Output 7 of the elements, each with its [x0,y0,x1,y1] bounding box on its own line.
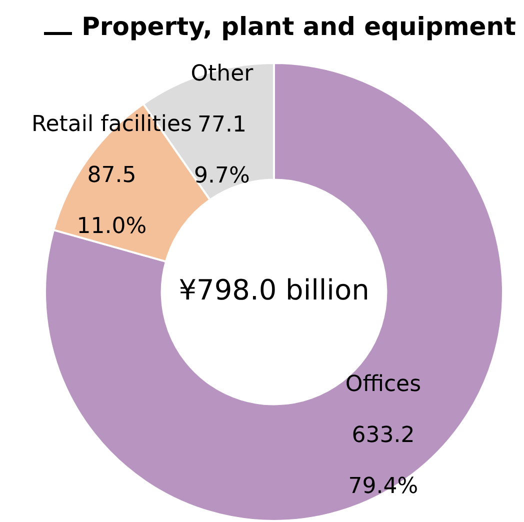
text: ¥798.0 billion [178,273,370,306]
data-label: 77.1 9.7% [194,112,250,189]
chart-title: Property, plant and equipment [82,12,517,41]
slice-label: Retail facilities [31,112,192,138]
slice-label: Offices [345,372,422,397]
data-label: 87.5 11.0% [76,163,147,240]
slice-label: Other [190,62,254,87]
